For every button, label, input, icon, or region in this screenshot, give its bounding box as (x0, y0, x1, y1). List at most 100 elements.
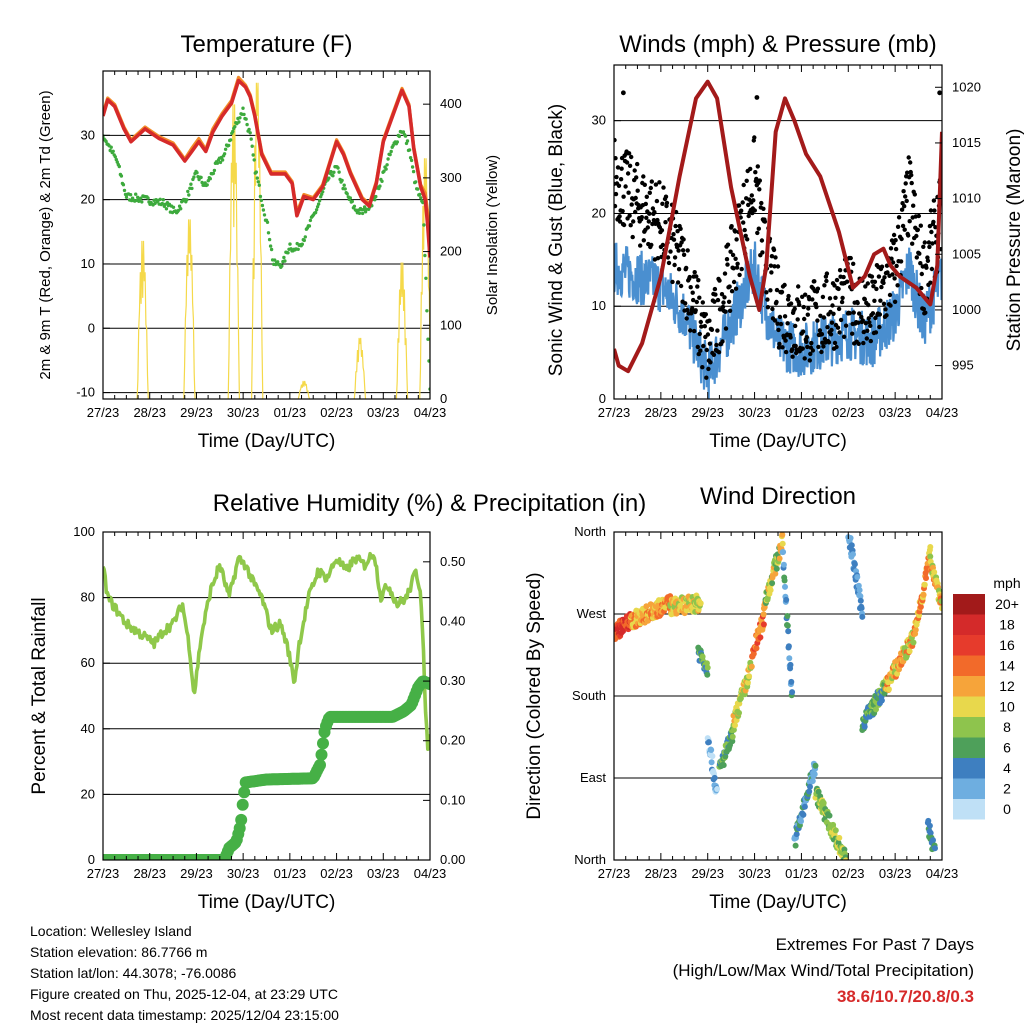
x-tick-label: 04/23 (926, 405, 959, 420)
gust-point (694, 274, 699, 279)
direction-point (780, 549, 787, 555)
x-tick-label: 03/23 (367, 405, 400, 420)
dewpoint-point (117, 164, 122, 169)
direction-point (798, 818, 804, 825)
dewpoint-point (317, 199, 322, 203)
gust-point (828, 332, 834, 337)
gust-point (688, 285, 693, 290)
dewpoint-point (410, 165, 415, 169)
gust-point (661, 185, 666, 190)
extremes-box: Extremes For Past 7 Days (High/Low/Max W… (673, 932, 974, 1010)
dewpoint-point (302, 238, 306, 243)
gust-point (918, 223, 923, 228)
gust-point (717, 278, 722, 283)
humidity-ylabel: Percent & Total Rainfall (29, 597, 50, 794)
gust-point (856, 320, 861, 325)
direction-point (925, 817, 932, 824)
gust-point (822, 283, 827, 288)
gust-point (744, 178, 749, 183)
direction-point (812, 762, 819, 769)
dewpoint-point (189, 182, 193, 186)
gust-point (785, 297, 791, 302)
gust-point (772, 318, 778, 323)
gust-point (754, 176, 759, 182)
dewpoint-point (283, 259, 287, 263)
dewpoint-point (296, 247, 300, 251)
dewpoint-point (419, 196, 423, 200)
dewpoint-point (248, 131, 252, 135)
gust-point (917, 251, 922, 256)
gust-point (895, 283, 900, 288)
direction-point (746, 673, 753, 680)
gust-point (756, 226, 761, 231)
gust-point (884, 313, 889, 318)
gust-point (627, 163, 633, 168)
gust-point (643, 201, 648, 207)
direction-point (939, 605, 942, 612)
gust-point (645, 225, 650, 230)
dewpoint-point (276, 260, 280, 264)
gust-point (748, 166, 753, 172)
gust-point (780, 345, 785, 350)
legend-title: mph (993, 575, 1020, 591)
legend-label: 12 (999, 678, 1015, 694)
gust-point (824, 278, 829, 284)
gust-point (827, 296, 833, 301)
dewpoint-point (395, 140, 399, 144)
gust-point (881, 280, 886, 286)
gust-point (638, 243, 643, 248)
gust-point (869, 274, 875, 279)
direction-point (784, 613, 791, 619)
humidity-title: Relative Humidity (%) & Precipitation (i… (213, 490, 646, 517)
dewpoint-point (337, 170, 341, 174)
gust-point (829, 327, 834, 333)
gust-point (617, 219, 623, 224)
legend-swatch (953, 799, 985, 820)
gust-point (890, 260, 896, 265)
direction-point (779, 532, 786, 538)
plot-area (103, 75, 430, 399)
precip-point (315, 748, 328, 761)
direction-point (809, 778, 816, 784)
direction-point (729, 733, 736, 740)
gust-point (830, 303, 835, 308)
gust-point (712, 299, 717, 304)
gust-point (814, 304, 819, 310)
gust-point (731, 266, 736, 271)
direction-point (786, 655, 793, 662)
gust-point (832, 283, 837, 288)
direction-point (920, 591, 927, 598)
x-tick-label: 01/23 (785, 866, 818, 881)
direction-point (730, 726, 737, 733)
dewpoint-point (262, 213, 267, 217)
gust-point (872, 279, 878, 284)
legend-swatch (953, 717, 985, 738)
gust-point (696, 351, 701, 357)
dewpoint-point (247, 127, 251, 132)
dewpoint-point (411, 169, 416, 174)
y-tick-label: 10 (592, 298, 606, 313)
dewpoint-point (111, 149, 115, 153)
gust-point (707, 341, 713, 346)
y-tick-label: 10 (81, 256, 95, 271)
gust-point (688, 328, 693, 333)
gust-point (720, 304, 726, 310)
y-tick-label: 0 (88, 852, 95, 867)
gust-point (672, 262, 677, 268)
direction-point (807, 783, 813, 790)
dewpoint-point (348, 196, 352, 200)
dewpoint-point (382, 169, 386, 173)
gust-point (772, 264, 777, 269)
gust-point (861, 329, 866, 335)
legend-label: 4 (1003, 760, 1011, 776)
y2-tick-label: 1015 (952, 135, 981, 150)
gust-point (675, 229, 680, 234)
gust-point (833, 295, 838, 300)
direction-point (773, 565, 780, 572)
legend-swatch (953, 635, 985, 656)
legend-label: 2 (1003, 781, 1011, 797)
y-tick-label: North (574, 852, 606, 867)
gust-point (902, 204, 907, 209)
x-tick-label: 03/23 (879, 866, 912, 881)
